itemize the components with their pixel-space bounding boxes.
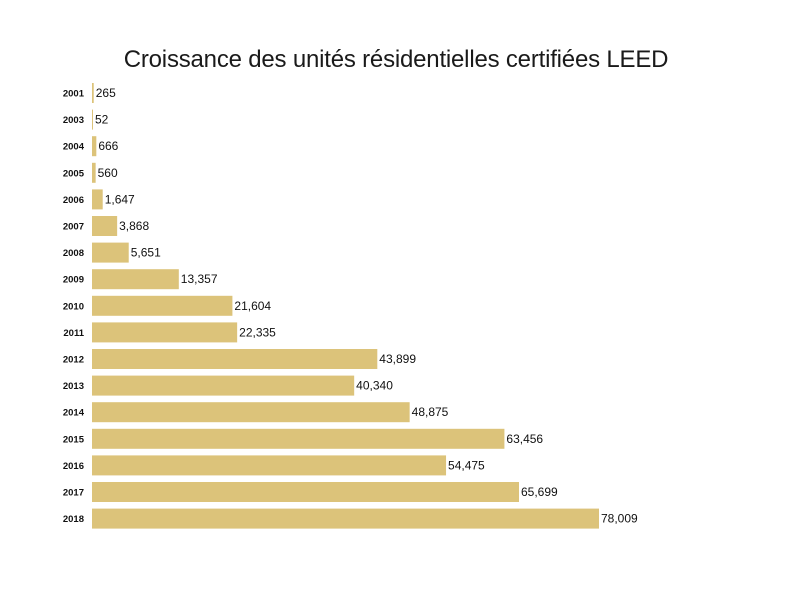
bar [92,322,238,343]
value-label: 13,357 [181,272,218,286]
value-label: 78,009 [601,512,638,526]
category-label: 2006 [63,195,84,206]
category-label: 2012 [63,355,84,366]
bar [92,136,97,157]
bar [92,216,118,236]
category-label: 2008 [63,248,84,259]
value-label: 40,340 [356,379,393,393]
bar [92,402,410,423]
value-label: 5,651 [131,246,161,260]
value-label: 65,699 [521,485,558,499]
bar [92,375,355,396]
category-label: 2018 [63,514,84,525]
bar [92,269,179,290]
category-label: 2011 [63,328,84,339]
category-label: 2001 [63,89,85,100]
value-label: 3,868 [119,219,149,233]
bar [92,482,519,502]
category-label: 2013 [63,381,84,392]
category-label: 2005 [63,168,85,179]
bar [92,455,447,476]
category-label: 2007 [63,222,84,233]
category-label: 2016 [63,461,84,472]
bar [92,508,599,529]
value-label: 21,604 [234,299,271,313]
value-label: 1,647 [105,192,135,206]
value-label: 265 [96,86,116,100]
value-label: 666 [98,139,118,153]
category-label: 2004 [63,142,85,153]
value-label: 22,335 [239,325,276,339]
category-label: 2010 [63,301,84,312]
bar [92,428,505,449]
category-label: 2009 [63,275,84,286]
value-label: 63,456 [506,432,543,446]
bar [92,162,96,183]
category-label: 2014 [63,408,85,419]
bar [92,349,378,369]
value-label: 54,475 [448,458,485,472]
bar [92,242,129,263]
bar [92,109,93,130]
value-label: 43,899 [379,352,416,366]
bar [92,189,103,210]
bar [92,83,94,103]
category-label: 2015 [63,434,85,445]
category-label: 2017 [63,488,84,499]
bar [92,295,233,316]
value-label: 560 [98,166,118,180]
chart-title: Croissance des unités résidentielles cer… [123,46,669,73]
value-label: 48,875 [412,405,449,419]
value-label: 52 [95,113,109,127]
category-label: 2003 [63,115,84,126]
